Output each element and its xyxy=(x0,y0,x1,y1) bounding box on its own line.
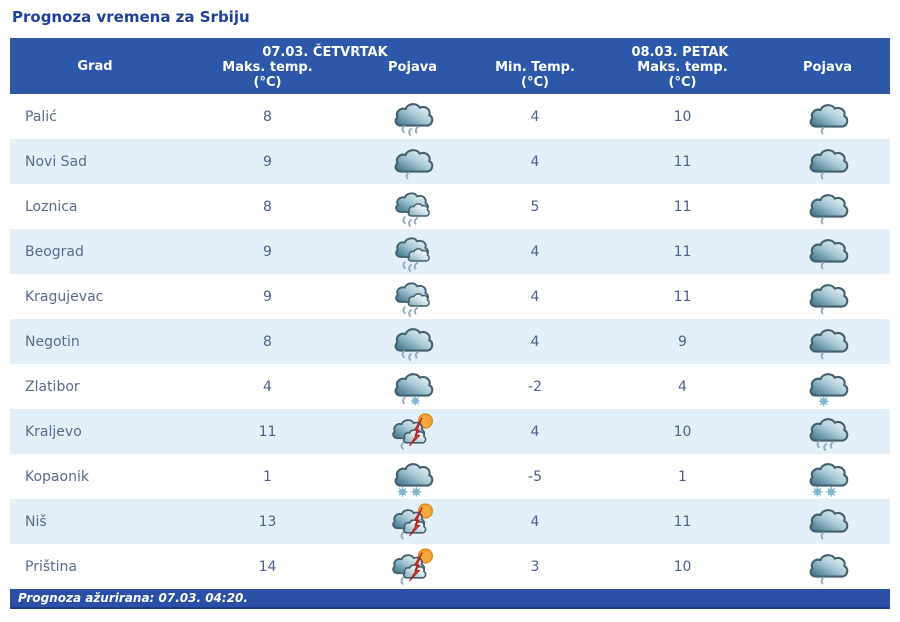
day1-max-temp: 1 xyxy=(263,468,272,485)
cloud-rain-icon xyxy=(355,96,470,138)
table-row: Loznica 8 5 11 xyxy=(10,184,890,229)
day2-max-temp: 10 xyxy=(673,108,692,125)
header-day1-phenomenon: Pojava xyxy=(388,60,437,75)
city-name: Kraljevo xyxy=(25,423,82,440)
day1-max-temp: 8 xyxy=(263,108,272,125)
forecast-table: Grad 07.03. ČETVRTAK 08.03. PETAK Maks. … xyxy=(10,38,890,609)
header-day2-group: 08.03. PETAK xyxy=(631,45,729,60)
header-day2-min-temp: Min. Temp. (°C) xyxy=(495,60,575,90)
header-day1-max-temp: Maks. temp. (°C) xyxy=(222,60,313,90)
cloud-light-rain-icon xyxy=(765,186,890,228)
day2-max-temp: 10 xyxy=(673,423,692,440)
city-name: Beograd xyxy=(25,243,84,260)
table-row: Niš 13 4 11 xyxy=(10,499,890,544)
day1-max-temp: 9 xyxy=(263,288,272,305)
cloud-light-rain-icon xyxy=(765,141,890,183)
header-city: Grad xyxy=(77,58,113,74)
header-day1-group: 07.03. ČETVRTAK xyxy=(262,45,388,60)
header-day2-phenomenon: Pojava xyxy=(803,60,852,75)
day2-max-temp: 11 xyxy=(673,513,692,530)
cloud-light-rain-icon xyxy=(765,96,890,138)
table-row: Kraljevo 11 4 10 xyxy=(10,409,890,454)
day1-max-temp: 13 xyxy=(258,513,277,530)
day2-max-temp: 11 xyxy=(673,198,692,215)
day2-max-temp: 9 xyxy=(678,333,687,350)
day2-min-temp: 4 xyxy=(530,108,540,125)
day2-min-temp: 4 xyxy=(530,243,540,260)
city-name: Niš xyxy=(25,513,47,530)
day2-max-temp: 11 xyxy=(673,243,692,260)
city-name: Kragujevac xyxy=(25,288,104,305)
day2-min-temp: 4 xyxy=(530,288,540,305)
day1-max-temp: 9 xyxy=(263,153,272,170)
cloud-light-rain-icon xyxy=(765,546,890,588)
cloud-heavy-snow-icon xyxy=(355,456,470,498)
day1-max-temp: 14 xyxy=(258,558,277,575)
table-row: Beograd 9 4 11 xyxy=(10,229,890,274)
table-row: Negotin 8 4 9 xyxy=(10,319,890,364)
update-bar: Prognoza ažurirana: 07.03. 04:20. xyxy=(10,589,890,609)
cloud-heavy-snow-icon xyxy=(765,456,890,498)
day2-min-temp: -5 xyxy=(528,468,542,485)
city-name: Loznica xyxy=(25,198,78,215)
day1-max-temp: 11 xyxy=(258,423,277,440)
sun-clouds-storm-icon xyxy=(355,411,470,453)
weather-forecast-page: Prognoza vremena za Srbiju Grad 07.03. Č… xyxy=(10,8,890,609)
cloud-snow-icon xyxy=(765,366,890,408)
day2-min-temp: 3 xyxy=(530,558,540,575)
cloud-light-rain-icon xyxy=(765,321,890,363)
day1-max-temp: 8 xyxy=(263,333,272,350)
day2-max-temp: 11 xyxy=(673,288,692,305)
cloud-light-rain-icon xyxy=(765,276,890,318)
header-day2-max-temp: Maks. temp. (°C) xyxy=(637,60,728,90)
day1-max-temp: 8 xyxy=(263,198,272,215)
sun-clouds-storm-icon xyxy=(355,546,470,588)
day2-max-temp: 4 xyxy=(678,378,687,395)
table-row: Kragujevac 9 4 11 xyxy=(10,274,890,319)
cloud-light-rain-icon xyxy=(355,141,470,183)
page-title: Prognoza vremena za Srbiju xyxy=(12,8,250,26)
day1-max-temp: 9 xyxy=(263,243,272,260)
table-header: Grad 07.03. ČETVRTAK 08.03. PETAK Maks. … xyxy=(10,38,890,94)
sun-clouds-storm-icon xyxy=(355,501,470,543)
day2-max-temp: 1 xyxy=(678,468,687,485)
day2-min-temp: -2 xyxy=(528,378,542,395)
day2-min-temp: 4 xyxy=(530,513,540,530)
table-row: Novi Sad 9 4 11 xyxy=(10,139,890,184)
city-name: Kopaonik xyxy=(25,468,89,485)
table-row: Palić 8 4 10 xyxy=(10,94,890,139)
day2-max-temp: 10 xyxy=(673,558,692,575)
cloud-rain-icon xyxy=(355,321,470,363)
update-text: Prognoza ažurirana: 07.03. 04:20. xyxy=(18,591,248,605)
city-name: Zlatibor xyxy=(25,378,80,395)
cloud-sleet-icon xyxy=(355,366,470,408)
clouds-rain-icon xyxy=(355,231,470,273)
table-row: Kopaonik 1 -5 1 xyxy=(10,454,890,499)
day2-min-temp: 4 xyxy=(530,423,540,440)
cloud-rain-icon xyxy=(765,411,890,453)
city-name: Negotin xyxy=(25,333,80,350)
city-name: Palić xyxy=(25,108,57,125)
clouds-rain-icon xyxy=(355,186,470,228)
day2-min-temp: 5 xyxy=(530,198,540,215)
table-row: Zlatibor 4 -2 4 xyxy=(10,364,890,409)
cloud-light-rain-icon xyxy=(765,231,890,273)
day2-min-temp: 4 xyxy=(530,333,540,350)
city-name: Novi Sad xyxy=(25,153,88,170)
clouds-rain-icon xyxy=(355,276,470,318)
day2-max-temp: 11 xyxy=(673,153,692,170)
table-row: Priština 14 3 10 xyxy=(10,544,890,589)
table-body: Palić 8 4 10 Novi Sad 9 4 11 Loznica 8 5… xyxy=(10,94,890,589)
city-name: Priština xyxy=(25,558,77,575)
cloud-light-rain-icon xyxy=(765,501,890,543)
day2-min-temp: 4 xyxy=(530,153,540,170)
day1-max-temp: 4 xyxy=(263,378,272,395)
